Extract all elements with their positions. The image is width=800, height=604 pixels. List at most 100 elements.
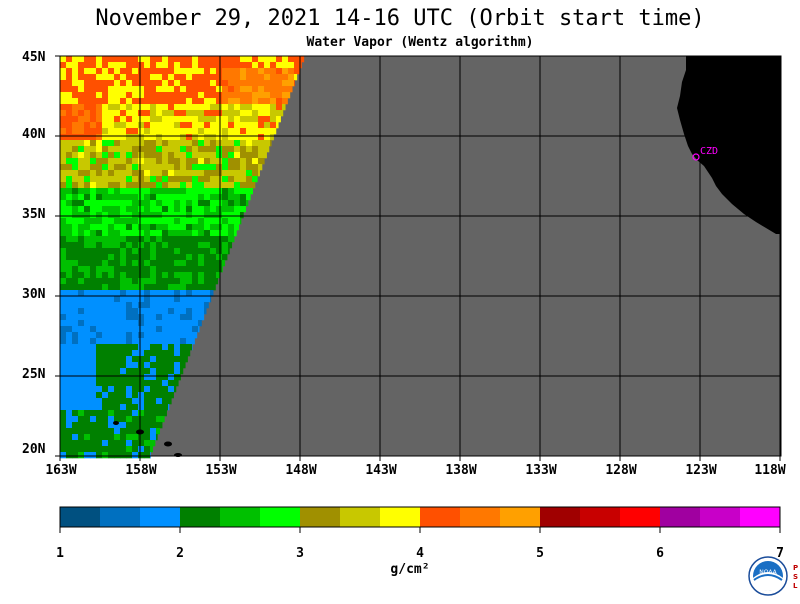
water-vapor-cell <box>126 296 132 302</box>
water-vapor-cell <box>108 446 114 452</box>
water-vapor-cell <box>210 296 211 302</box>
water-vapor-cell <box>204 290 210 296</box>
water-vapor-cell <box>198 278 204 284</box>
water-vapor-cell <box>114 176 120 182</box>
water-vapor-cell <box>60 302 66 308</box>
water-vapor-cell <box>66 68 72 74</box>
water-vapor-cell <box>276 116 281 122</box>
water-vapor-cell <box>72 200 78 206</box>
water-vapor-cell <box>210 68 216 74</box>
water-vapor-cell <box>270 128 276 134</box>
water-vapor-cell <box>132 206 138 212</box>
water-vapor-cell <box>210 194 216 200</box>
water-vapor-cell <box>162 158 168 164</box>
water-vapor-cell <box>186 302 192 308</box>
water-vapor-cell <box>222 74 228 80</box>
water-vapor-cell <box>120 344 126 350</box>
water-vapor-cell <box>156 386 162 392</box>
water-vapor-cell <box>144 320 150 326</box>
water-vapor-cell <box>150 188 156 194</box>
water-vapor-cell <box>252 140 258 146</box>
water-vapor-cell <box>156 260 162 266</box>
water-vapor-cell <box>108 314 114 320</box>
water-vapor-cell <box>126 170 132 176</box>
water-vapor-cell <box>120 362 126 368</box>
water-vapor-cell <box>216 176 222 182</box>
water-vapor-cell <box>96 452 102 458</box>
water-vapor-cell <box>60 194 66 200</box>
water-vapor-cell <box>198 308 204 314</box>
water-vapor-cell <box>66 452 72 458</box>
water-vapor-cell <box>174 278 180 284</box>
water-vapor-cell <box>174 344 180 350</box>
water-vapor-cell <box>72 68 78 74</box>
water-vapor-cell <box>162 170 168 176</box>
water-vapor-cell <box>138 314 144 320</box>
water-vapor-cell <box>204 200 210 206</box>
water-vapor-cell <box>138 158 144 164</box>
water-vapor-cell <box>156 152 162 158</box>
water-vapor-cell <box>126 452 132 458</box>
water-vapor-cell <box>126 338 132 344</box>
water-vapor-cell <box>186 146 192 152</box>
water-vapor-cell <box>174 218 180 224</box>
water-vapor-cell <box>204 182 210 188</box>
water-vapor-cell <box>156 416 162 422</box>
water-vapor-cell <box>180 182 186 188</box>
water-vapor-cell <box>78 344 84 350</box>
water-vapor-cell <box>192 236 198 242</box>
water-vapor-cell <box>102 284 108 290</box>
water-vapor-cell <box>90 296 96 302</box>
water-vapor-cell <box>90 260 96 266</box>
water-vapor-cell <box>108 218 114 224</box>
water-vapor-cell <box>90 158 96 164</box>
water-vapor-cell <box>72 86 78 92</box>
water-vapor-cell <box>174 296 180 302</box>
water-vapor-cell <box>126 92 132 98</box>
water-vapor-cell <box>120 194 126 200</box>
water-vapor-cell <box>264 122 270 128</box>
water-vapor-cell <box>180 368 183 374</box>
water-vapor-cell <box>180 314 186 320</box>
station-label-czd: CZD <box>700 146 718 157</box>
water-vapor-cell <box>78 134 84 140</box>
water-vapor-cell <box>234 218 240 224</box>
water-vapor-cell <box>174 212 180 218</box>
water-vapor-cell <box>276 56 282 62</box>
water-vapor-cell <box>246 68 252 74</box>
water-vapor-cell <box>168 260 174 266</box>
water-vapor-cell <box>246 194 251 200</box>
water-vapor-cell <box>84 236 90 242</box>
water-vapor-cell <box>180 218 186 224</box>
water-vapor-cell <box>222 158 228 164</box>
water-vapor-cell <box>108 374 114 380</box>
water-vapor-cell <box>72 308 78 314</box>
water-vapor-cell <box>66 404 72 410</box>
water-vapor-cell <box>120 146 126 152</box>
water-vapor-cell <box>132 116 138 122</box>
water-vapor-cell <box>114 452 120 458</box>
water-vapor-cell <box>156 224 162 230</box>
water-vapor-cell <box>192 308 198 314</box>
water-vapor-cell <box>204 86 210 92</box>
water-vapor-cell <box>240 206 246 212</box>
water-vapor-cell <box>84 272 90 278</box>
water-vapor-cell <box>72 128 78 134</box>
water-vapor-cell <box>90 278 96 284</box>
water-vapor-cell <box>102 386 108 392</box>
water-vapor-cell <box>216 158 222 164</box>
water-vapor-cell <box>150 440 155 446</box>
water-vapor-cell <box>186 92 192 98</box>
water-vapor-cell <box>84 68 90 74</box>
water-vapor-cell <box>78 290 84 296</box>
water-vapor-cell <box>210 176 216 182</box>
water-vapor-cell <box>180 146 186 152</box>
water-vapor-cell <box>288 92 290 98</box>
water-vapor-cell <box>120 164 126 170</box>
water-vapor-cell <box>216 98 222 104</box>
water-vapor-cell <box>198 314 204 320</box>
water-vapor-cell <box>108 338 114 344</box>
water-vapor-cell <box>270 98 276 104</box>
water-vapor-cell <box>138 296 144 302</box>
water-vapor-cell <box>84 290 90 296</box>
